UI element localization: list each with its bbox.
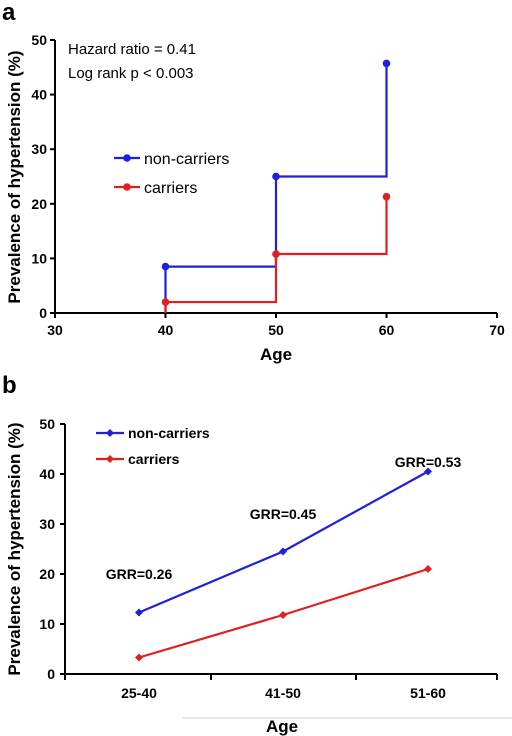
- panel-a-legend-swatch-point: [123, 183, 131, 191]
- panel-b-grr-label: GRR=0.53: [395, 454, 462, 470]
- panel-a-series-0-point: [382, 59, 391, 68]
- panel-b-category-label: 25-40: [121, 685, 157, 701]
- panel-b-series-0-point: [424, 467, 432, 476]
- panel-a-series-1-point: [272, 250, 280, 258]
- panel-b-ytick-label: 50: [39, 416, 55, 432]
- panel-b-category-label: 41-50: [265, 685, 301, 701]
- panel-b-grr-label: GRR=0.26: [106, 566, 173, 582]
- panel-a-ytick-label: 0: [39, 305, 47, 321]
- panel-a-series-0-point: [161, 262, 170, 271]
- panel-b-series-0-line: [138, 470, 429, 614]
- panel-b-ytick-label: 10: [39, 616, 55, 632]
- panel-a-ytick-label: 40: [31, 87, 47, 103]
- panel-b-legend-carriers: carriers: [128, 451, 180, 467]
- panel-b-ylabel: Prevalence of hypertension (%): [5, 422, 24, 675]
- panel-b-ytick-label: 20: [39, 566, 55, 582]
- panel-a-legend-carriers: carriers: [144, 180, 197, 197]
- panel-b-label: b: [2, 372, 17, 399]
- panel-a-series-0-step-line: [164, 63, 388, 313]
- panel-a-xlabel: Age: [260, 345, 292, 364]
- panel-b-xlabel: Age: [266, 717, 298, 736]
- panel-a-series-1-point: [382, 192, 391, 201]
- panel-a-xtick-label: 30: [47, 322, 63, 338]
- panel-a-series-1-point: [161, 298, 170, 306]
- panel-b-series-0-point: [135, 608, 143, 617]
- panel-b-legend-noncarriers: non-carriers: [128, 425, 210, 441]
- panel-b-ytick-label: 30: [39, 516, 55, 532]
- panel-b-grr-label: GRR=0.45: [250, 506, 317, 522]
- panel-a-xtick-label: 60: [379, 322, 395, 338]
- panel-b-category-label: 51-60: [410, 685, 446, 701]
- panel-a-xtick-label: 50: [268, 322, 284, 338]
- panel-a-legend-noncarriers: non-carriers: [144, 151, 229, 168]
- panel-a-annotation-hazard: Hazard ratio = 0.41: [68, 41, 196, 58]
- panel-a-series-0-point: [272, 172, 280, 181]
- panel-b-ytick-label: 40: [39, 466, 55, 482]
- panel-a-xtick-label: 40: [158, 322, 174, 338]
- panel-a-xtick-label: 70: [489, 322, 505, 338]
- panel-a-annotation-logrank: Log rank p < 0.003: [68, 65, 194, 82]
- panel-b-ytick-label: 0: [47, 666, 55, 682]
- panel-a-ytick-label: 10: [31, 250, 47, 266]
- panel-b-series-1-point: [135, 653, 143, 662]
- panel-a-ytick-label: 20: [31, 196, 47, 212]
- panel-a-ylabel: Prevalence of hypertension (%): [5, 50, 24, 303]
- panel-b-legend-swatch-point: [106, 429, 114, 437]
- panel-a-ytick-label: 50: [31, 32, 47, 48]
- panel-b-series-1-point: [424, 565, 432, 573]
- panel-a-label: a: [2, 0, 16, 26]
- panel-a-legend-swatch-point: [123, 154, 131, 162]
- panel-a-ytick-label: 30: [31, 141, 47, 157]
- panel-b-legend-swatch-point: [106, 455, 114, 463]
- panel-b-series-1-point: [279, 611, 287, 619]
- panel-b-series-0-point: [279, 547, 287, 556]
